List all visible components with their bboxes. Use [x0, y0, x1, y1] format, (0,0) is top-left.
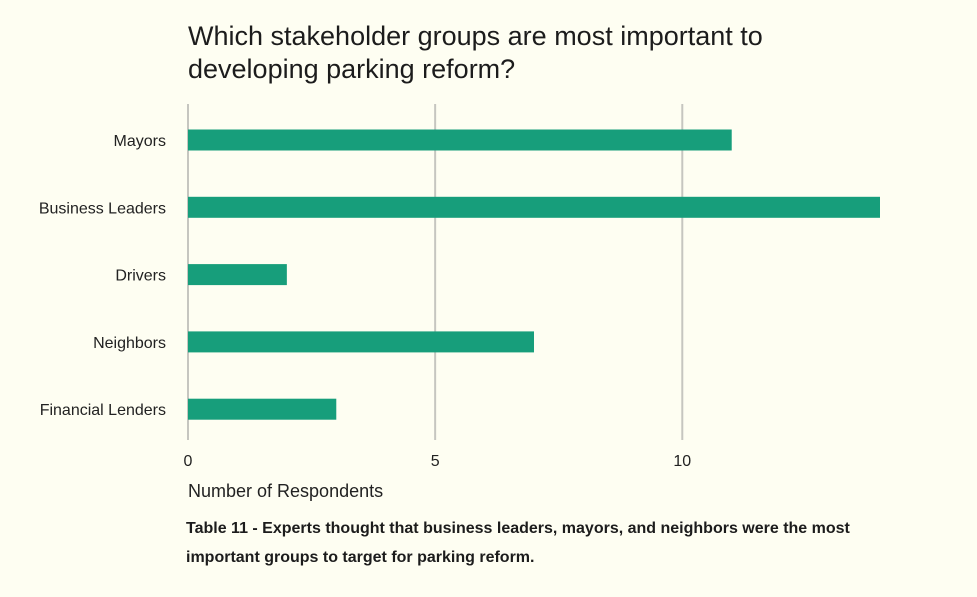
- category-label-business-leaders: Business Leaders: [39, 200, 166, 217]
- tick-labels: 0 5 10: [184, 453, 692, 470]
- bar-financial-lenders: [188, 398, 337, 420]
- category-label-neighbors: Neighbors: [93, 335, 166, 352]
- x-tick-label-2: 10: [673, 453, 691, 470]
- figure-caption: Table 11 - Experts thought that business…: [186, 520, 850, 566]
- bar-mayors: [188, 129, 732, 151]
- category-labels: Mayors Business Leaders Drivers Neighbors Fi…: [39, 133, 166, 419]
- x-axis-label: Number of Respondents: [188, 481, 383, 501]
- x-tick-label-1: 5: [431, 453, 440, 470]
- x-tick-label-0: 0: [184, 453, 193, 470]
- chart-title: Which stakeholder groups are most import…: [188, 21, 763, 84]
- bar-neighbors: [188, 331, 534, 353]
- bar-business-leaders: [188, 196, 880, 218]
- category-label-financial-lenders: Financial Lenders: [40, 402, 166, 419]
- bars: [188, 129, 880, 420]
- category-label-mayors: Mayors: [114, 133, 166, 150]
- category-label-drivers: Drivers: [115, 268, 166, 285]
- bar-drivers: [188, 264, 287, 286]
